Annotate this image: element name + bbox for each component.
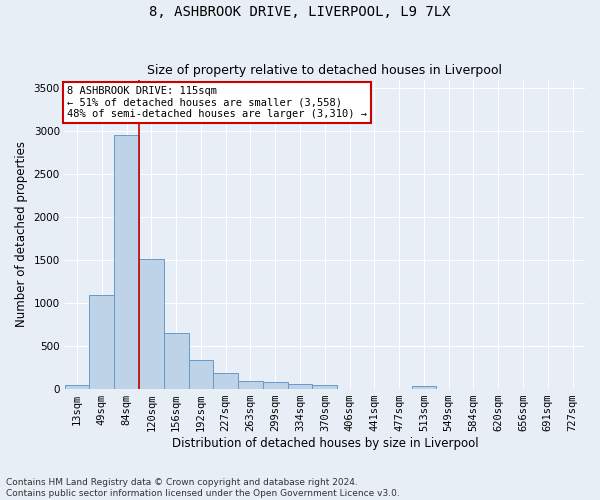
Text: Contains HM Land Registry data © Crown copyright and database right 2024.
Contai: Contains HM Land Registry data © Crown c… [6, 478, 400, 498]
Bar [114, 136, 139, 389]
Bar [263, 382, 287, 389]
Text: 8 ASHBROOK DRIVE: 115sqm
← 51% of detached houses are smaller (3,558)
48% of sem: 8 ASHBROOK DRIVE: 115sqm ← 51% of detach… [67, 86, 367, 119]
Bar [139, 260, 164, 389]
Bar [412, 386, 436, 389]
Bar [214, 373, 238, 389]
Y-axis label: Number of detached properties: Number of detached properties [15, 142, 28, 328]
Bar [65, 385, 89, 389]
Title: Size of property relative to detached houses in Liverpool: Size of property relative to detached ho… [148, 64, 502, 77]
Bar [164, 333, 188, 389]
Bar [313, 385, 337, 389]
Bar [188, 360, 214, 389]
X-axis label: Distribution of detached houses by size in Liverpool: Distribution of detached houses by size … [172, 437, 478, 450]
Bar [287, 384, 313, 389]
Bar [238, 381, 263, 389]
Bar [89, 294, 114, 389]
Text: 8, ASHBROOK DRIVE, LIVERPOOL, L9 7LX: 8, ASHBROOK DRIVE, LIVERPOOL, L9 7LX [149, 5, 451, 19]
